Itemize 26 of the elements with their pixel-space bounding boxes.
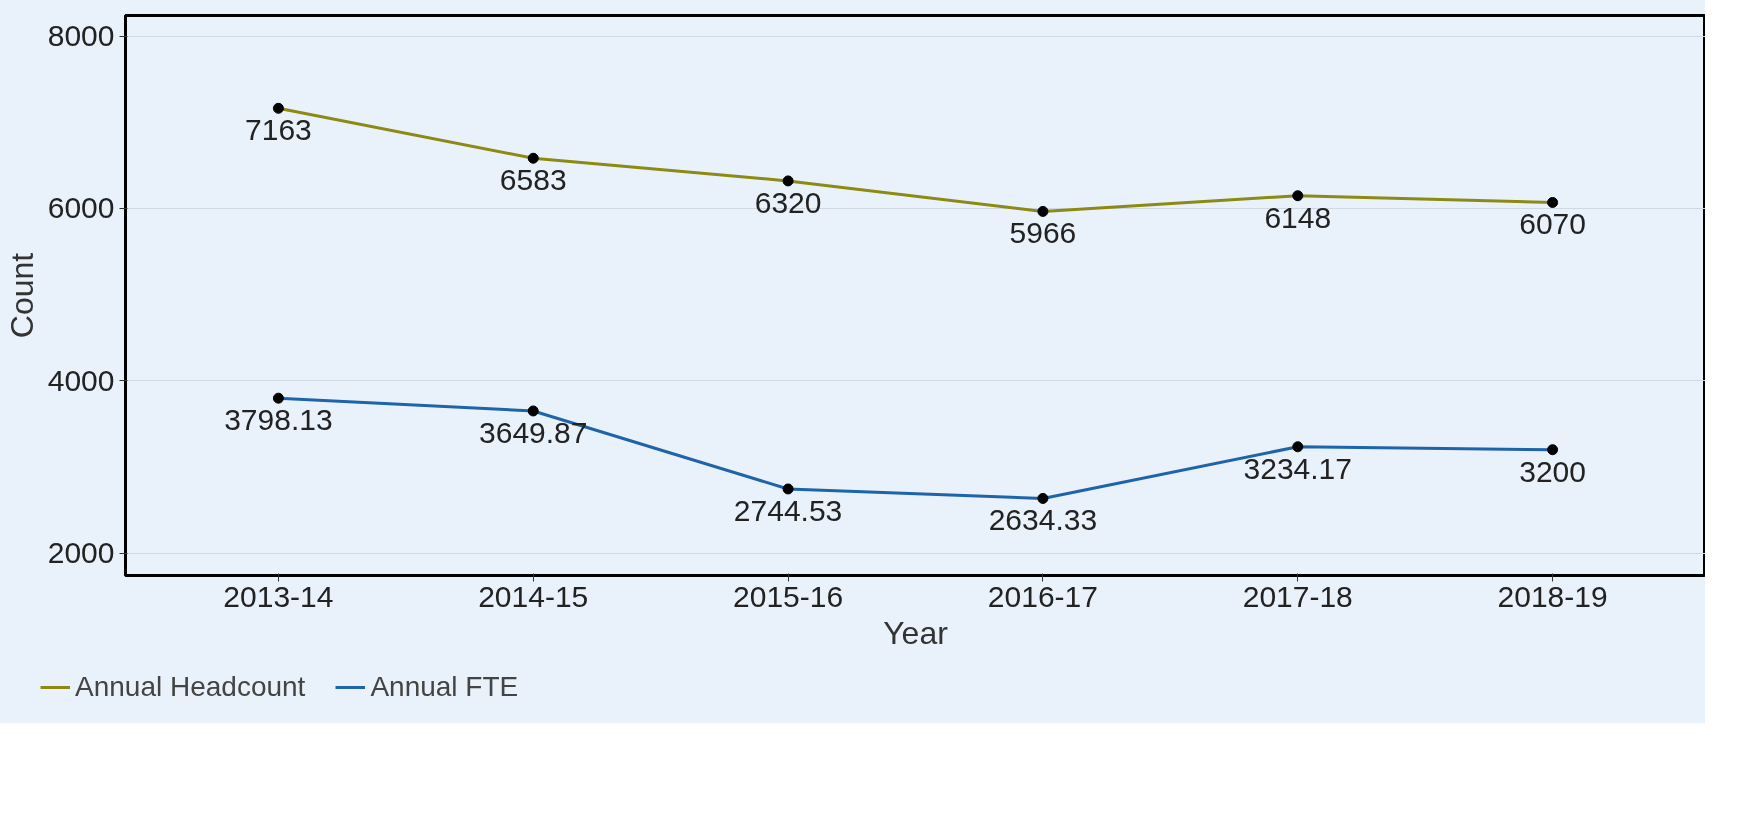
- y-axis-title: Count: [3, 252, 40, 339]
- data-label: 6320: [754, 185, 822, 219]
- x-axis-title: Year: [883, 614, 949, 651]
- data-label: 2634.33: [988, 503, 1098, 537]
- data-label: 6583: [499, 163, 567, 197]
- data-label: 2744.53: [733, 493, 843, 527]
- data-label: 6070: [1519, 207, 1586, 241]
- data-label: 6148: [1264, 200, 1332, 234]
- x-tick-label: 2016-17: [987, 579, 1098, 613]
- data-label: 3200: [1519, 454, 1586, 488]
- x-tick-label: 2014-15: [478, 579, 589, 613]
- legend-label: Annual Headcount: [75, 671, 306, 703]
- x-tick-label: 2013-14: [223, 579, 334, 613]
- data-label: 5966: [1009, 216, 1077, 250]
- data-label: 3798.13: [224, 403, 333, 437]
- x-tick-label: 2017-18: [1242, 579, 1353, 613]
- legend-label: Annual FTE: [370, 671, 519, 703]
- x-tick-label: 2015-16: [733, 579, 844, 613]
- y-tick-label: 6000: [47, 191, 115, 225]
- data-label: 3649.87: [479, 415, 588, 449]
- x-tick-label: 2018-19: [1497, 579, 1608, 613]
- y-tick-label: 2000: [47, 536, 115, 570]
- data-label: 7163: [245, 113, 312, 147]
- y-tick-label: 4000: [47, 363, 115, 397]
- data-label: 3234.17: [1243, 451, 1352, 485]
- y-tick-label: 8000: [47, 19, 115, 53]
